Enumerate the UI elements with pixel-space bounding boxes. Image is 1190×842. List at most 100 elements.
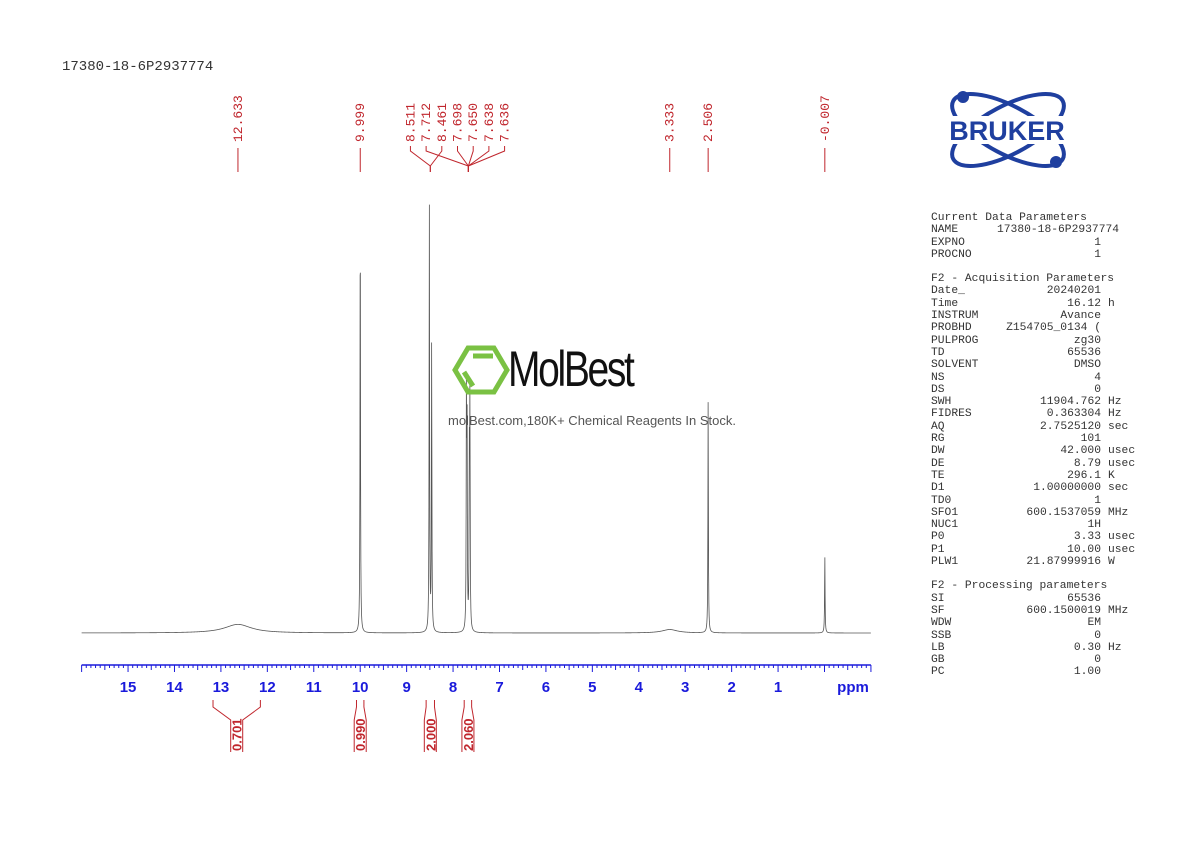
peak-label-connector	[425, 146, 469, 172]
param-row: NS 4	[931, 372, 1135, 384]
param-value: 65536	[1067, 346, 1101, 359]
param-value: EM	[1087, 617, 1101, 630]
peak-label: 8.461	[435, 103, 450, 142]
param-key: Date_	[931, 285, 965, 298]
x-tick-label: 14	[166, 679, 183, 696]
param-key: PC	[931, 666, 945, 679]
x-tick-label: 11	[306, 679, 322, 696]
peak-label: 3.333	[663, 103, 678, 142]
watermark-name: MolBest	[508, 341, 635, 397]
param-value: 20240201	[1046, 285, 1101, 298]
param-unit: Hz	[1108, 396, 1122, 409]
x-tick-label: 12	[259, 679, 276, 696]
param-value: 0	[1094, 629, 1101, 642]
param-unit	[1101, 630, 1108, 642]
param-row: EXPNO 1	[931, 237, 1135, 249]
peak-label: 7.650	[466, 103, 481, 142]
peak-label: 7.636	[498, 103, 513, 142]
x-tick-label: 4	[635, 679, 644, 696]
param-unit	[1101, 617, 1108, 629]
param-row: INSTRUM Avance	[931, 310, 1135, 322]
param-row: D1 1.00000000 sec	[931, 482, 1135, 494]
param-row: SF 600.1500019 MHz	[931, 605, 1135, 617]
integral-bracket	[461, 700, 475, 752]
param-key: TD0	[931, 494, 952, 507]
param-row: DE 8.79 usec	[931, 458, 1135, 470]
param-row: SSB 0	[931, 630, 1135, 642]
peak-label-connector	[457, 146, 469, 172]
param-unit: sec	[1108, 482, 1129, 495]
x-tick-label: 9	[402, 679, 410, 696]
param-value: 1	[1094, 248, 1101, 261]
param-unit	[1101, 433, 1108, 445]
param-value: 600.1500019	[1026, 604, 1101, 617]
param-key: NUC1	[931, 519, 959, 532]
x-tick-label: 10	[352, 679, 369, 696]
param-heading: F2 - Processing parameters	[931, 580, 1108, 593]
param-unit	[1101, 310, 1108, 322]
param-section: F2 - Acquisition Parameters Date_ 20240201…	[931, 273, 1135, 568]
param-unit	[1101, 654, 1108, 666]
peak-label-connector	[467, 146, 474, 172]
integral-value: 0.990	[353, 718, 368, 751]
param-value: 10.00	[1067, 543, 1101, 556]
param-row: P1 10.00 usec	[931, 544, 1135, 556]
param-key: DW	[931, 445, 945, 458]
x-tick-label: 2	[727, 679, 735, 696]
watermark-tagline: molBest.com,180K+ Chemical Reagents In S…	[448, 413, 736, 428]
param-row: SFO1 600.1537059 MHz	[931, 507, 1135, 519]
peak-label: 9.999	[353, 103, 368, 142]
bruker-logo-text: BRUKER	[949, 116, 1065, 146]
param-key: SOLVENT	[931, 359, 979, 372]
param-unit	[1101, 322, 1108, 334]
peak-label: 12.633	[231, 95, 246, 142]
parameters-panel: Current Data Parameters NAME 17380-18-6P29…	[931, 212, 1135, 679]
spectrum-trace	[81, 204, 871, 634]
param-value: 21.87999916	[1026, 556, 1101, 569]
param-key: NS	[931, 371, 945, 384]
param-unit: h	[1108, 297, 1115, 310]
param-unit: Hz	[1108, 408, 1122, 421]
param-key: D1	[931, 482, 945, 495]
param-key: DS	[931, 383, 945, 396]
param-unit	[1101, 372, 1108, 384]
param-value: 0	[1094, 383, 1101, 396]
peak-label-connector	[467, 146, 506, 172]
param-value: 0.363304	[1046, 408, 1101, 421]
param-heading: Current Data Parameters	[931, 212, 1087, 224]
peak-label: 8.511	[403, 103, 418, 142]
param-row: PROBHD Z154705_0134 (	[931, 322, 1135, 334]
param-value: zg30	[1073, 334, 1101, 347]
peak-label-connector	[429, 146, 443, 172]
param-key: LB	[931, 641, 945, 654]
param-unit	[1101, 237, 1108, 249]
param-value: DMSO	[1073, 359, 1101, 372]
param-row: RG 101	[931, 433, 1135, 445]
param-row: NAME 17380-18-6P2937774	[931, 224, 1135, 236]
param-unit	[1101, 335, 1108, 347]
param-unit	[1101, 359, 1108, 371]
peak-label: 7.712	[419, 103, 434, 142]
param-key: TD	[931, 346, 945, 359]
x-tick-label: 3	[681, 679, 689, 696]
param-unit	[1101, 519, 1108, 531]
peak-label: 2.506	[701, 103, 716, 142]
param-key: FIDRES	[931, 408, 972, 421]
x-tick-label: 1	[774, 679, 782, 696]
param-value: 17380-18-6P2937774	[997, 224, 1120, 237]
spectrum-title: 17380-18-6P2937774	[62, 59, 214, 75]
x-tick-label: 13	[213, 679, 230, 696]
param-row: AQ 2.7525120 sec	[931, 421, 1135, 433]
param-row: WDW EM	[931, 617, 1135, 629]
param-value: Z154705_0134 (	[1006, 322, 1101, 335]
param-unit: usec	[1108, 457, 1136, 470]
param-key: EXPNO	[931, 236, 965, 249]
param-value: 0	[1094, 654, 1101, 667]
param-key: SWH	[931, 396, 952, 409]
param-row: TD0 1	[931, 495, 1135, 507]
param-row: NUC1 1H	[931, 519, 1135, 531]
integral-value: 0.701	[230, 718, 245, 751]
param-row: TD 65536	[931, 347, 1135, 359]
param-key: SFO1	[931, 506, 959, 519]
param-unit: usec	[1108, 543, 1136, 556]
